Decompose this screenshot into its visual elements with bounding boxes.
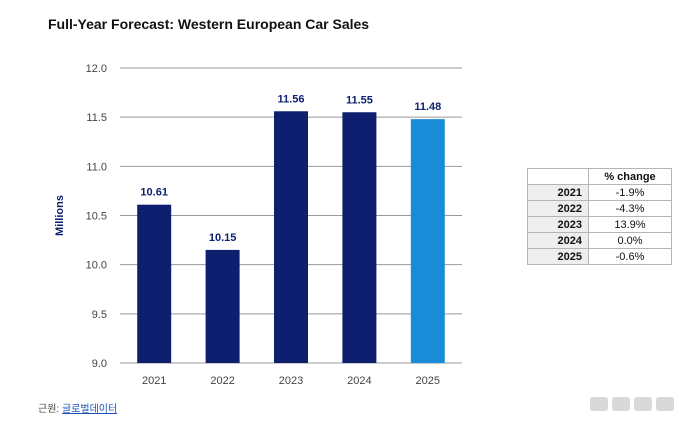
comment-icon[interactable] (612, 397, 630, 411)
table-corner-cell (527, 168, 589, 185)
data-label: 11.48 (414, 101, 441, 113)
footer-toolbar (590, 397, 674, 411)
bar (410, 119, 445, 363)
table-change-cell: 0.0% (588, 232, 672, 249)
y-axis-label: Millions (54, 195, 66, 236)
table-year-cell: 2023 (527, 216, 589, 233)
source-note: 근원: 글로벌데이터 (38, 400, 117, 415)
more-icon[interactable] (656, 397, 674, 411)
data-label: 11.55 (346, 94, 373, 106)
y-tick-label: 11.5 (86, 112, 107, 124)
chart-title: Full-Year Forecast: Western European Car… (48, 16, 370, 32)
share-icon[interactable] (634, 397, 652, 411)
y-tick-label: 12.0 (86, 63, 107, 75)
x-tick-label: 2022 (210, 375, 234, 387)
source-prefix: 근원: (38, 404, 60, 415)
table-year-cell: 2024 (527, 232, 589, 249)
data-label: 10.15 (209, 232, 237, 244)
y-tick-label: 10.5 (86, 211, 107, 223)
y-tick-label: 9.0 (92, 358, 107, 370)
table-change-cell: -0.6% (588, 248, 672, 265)
bar (205, 249, 240, 363)
table-change-cell: -1.9% (588, 184, 672, 201)
table-row: 2022 -4.3% (527, 200, 672, 217)
table-row: 2021 -1.9% (527, 184, 672, 201)
table-row: 2023 13.9% (527, 216, 672, 233)
like-icon[interactable] (590, 397, 608, 411)
x-tick-label: 2024 (347, 375, 371, 387)
x-tick-label: 2023 (279, 375, 303, 387)
table-header-change: % change (588, 168, 672, 185)
x-tick-label: 2025 (416, 375, 440, 387)
bar (342, 112, 377, 363)
table-change-cell: 13.9% (588, 216, 672, 233)
y-tick-label: 11.0 (86, 161, 107, 173)
x-tick-label: 2021 (142, 375, 166, 387)
table-year-cell: 2022 (527, 200, 589, 217)
data-label: 11.56 (278, 93, 305, 105)
bar (137, 204, 172, 363)
table-year-cell: 2025 (527, 248, 589, 265)
source-link[interactable]: 글로벌데이터 (61, 404, 118, 415)
table-row: 2025 -0.6% (527, 248, 672, 265)
table-change-cell: -4.3% (588, 200, 672, 217)
table-year-cell: 2021 (527, 184, 589, 201)
y-tick-label: 9.5 (92, 309, 107, 321)
data-label: 10.61 (140, 187, 168, 199)
y-tick-label: 10.0 (86, 260, 107, 272)
bar (274, 111, 308, 364)
percent-change-table: % change 2021 -1.9% 2022 -4.3% 2023 13.9… (527, 168, 672, 265)
table-row: 2024 0.0% (527, 232, 672, 249)
